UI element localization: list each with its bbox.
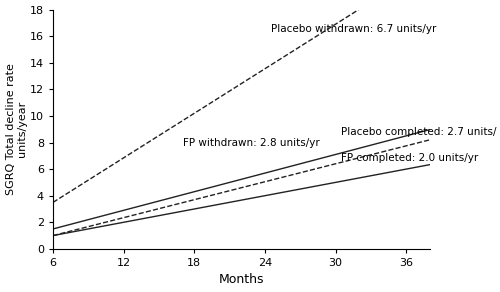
X-axis label: Months: Months [218, 273, 264, 286]
Text: FP completed: 2.0 units/yr: FP completed: 2.0 units/yr [342, 154, 478, 164]
Text: Placebo completed: 2.7 units/: Placebo completed: 2.7 units/ [342, 127, 497, 137]
Text: FP withdrawn: 2.8 units/yr: FP withdrawn: 2.8 units/yr [182, 138, 320, 147]
Text: Placebo withdrawn: 6.7 units/yr: Placebo withdrawn: 6.7 units/yr [271, 25, 436, 34]
Y-axis label: SGRQ Total decline rate
units/year: SGRQ Total decline rate units/year [6, 63, 27, 195]
